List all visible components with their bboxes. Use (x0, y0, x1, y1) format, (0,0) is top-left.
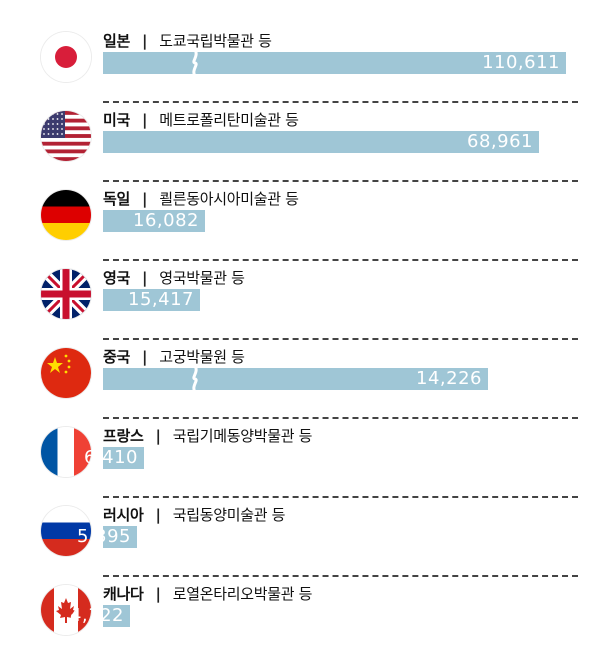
germany-flag-icon (41, 190, 91, 240)
museum-names: 쾰른동아시아미술관 등 (159, 190, 299, 208)
label-separator: | (142, 190, 148, 208)
museum-names: 로열온타리오박물관 등 (172, 585, 313, 603)
label-separator: | (142, 269, 148, 287)
bar-value-label: 16,082 (133, 210, 199, 231)
row-label: 프랑스 | 국립기메동양박물관 등 (103, 425, 312, 446)
bar-value-label: 4,322 (69, 605, 124, 626)
country-name: 캐나다 (103, 585, 144, 603)
bar-value-label: 15,417 (128, 289, 194, 310)
canada-flag-icon (41, 585, 91, 635)
axis-break-icon (191, 365, 199, 393)
museum-names: 도쿄국립박물관 등 (159, 32, 272, 50)
bar-value-label: 68,961 (467, 131, 533, 152)
row-divider (103, 338, 578, 340)
chart-row: 중국 | 고궁박물원 등 14,226 (0, 340, 608, 419)
label-separator: | (142, 111, 148, 129)
museum-names: 국립동양미술관 등 (172, 506, 286, 524)
bar-value-label: 14,226 (416, 368, 482, 389)
museum-names: 메트로폴리탄미술관 등 (159, 111, 299, 129)
country-name: 일본 (103, 32, 131, 50)
country-name: 미국 (103, 111, 131, 129)
museum-names: 국립기메동양박물관 등 (172, 427, 313, 445)
value-bar: 6,410 (84, 447, 144, 469)
chart-row: 미국 | 메트로폴리탄미술관 등 68,961 (0, 103, 608, 182)
horizontal-bar-chart: 일본 | 도쿄국립박물관 등 110,611 미국 | 메트로폴리탄미술관 등 68,961 독… (0, 24, 608, 635)
chart-row: 독일 | 쾰른동아시아미술관 등 16,082 (0, 182, 608, 261)
bar-value-label: 6,410 (83, 447, 138, 468)
label-separator: | (155, 427, 161, 445)
row-label: 영국 | 영국박물관 등 (103, 267, 245, 288)
row-label: 미국 | 메트로폴리탄미술관 등 (103, 109, 299, 130)
bar-value-label: 5,395 (76, 526, 131, 547)
china-flag-icon (41, 348, 91, 398)
value-bar: 68,961 (103, 131, 539, 153)
japan-flag-icon (41, 32, 91, 82)
row-divider (103, 259, 578, 261)
chart-row: 영국 | 영국박물관 등 15,417 (0, 261, 608, 340)
country-name: 영국 (103, 269, 131, 287)
chart-row: 프랑스 | 국립기메동양박물관 등 6,410 (0, 419, 608, 498)
row-label: 독일 | 쾰른동아시아미술관 등 (103, 188, 299, 209)
value-bar: 5,395 (77, 526, 137, 548)
chart-row: 일본 | 도쿄국립박물관 등 110,611 (0, 24, 608, 103)
row-divider (103, 496, 578, 498)
uk-flag-icon (41, 269, 91, 319)
row-divider (103, 417, 578, 419)
chart-row: 러시아 | 국립동양미술관 등 5,395 (0, 498, 608, 577)
label-separator: | (142, 32, 148, 50)
country-name: 중국 (103, 348, 131, 366)
row-label: 일본 | 도쿄국립박물관 등 (103, 30, 272, 51)
museum-names: 영국박물관 등 (159, 269, 245, 287)
country-name: 독일 (103, 190, 131, 208)
value-bar: 4,322 (70, 605, 130, 627)
usa-flag-icon (41, 111, 91, 161)
chart-row: 캐나다 | 로열온타리오박물관 등 4,322 (0, 577, 608, 656)
label-separator: | (142, 348, 148, 366)
row-label: 중국 | 고궁박물원 등 (103, 346, 245, 367)
label-separator: | (155, 585, 161, 603)
russia-flag-icon (41, 506, 91, 556)
value-bar: 14,226 (103, 365, 488, 393)
value-bar: 16,082 (103, 210, 205, 232)
value-bar: 110,611 (103, 49, 566, 77)
country-name: 러시아 (103, 506, 144, 524)
bar-value-label: 110,611 (482, 52, 560, 73)
row-divider (103, 101, 578, 103)
row-label: 캐나다 | 로열온타리오박물관 등 (103, 583, 312, 604)
value-bar: 15,417 (103, 289, 200, 311)
country-name: 프랑스 (103, 427, 144, 445)
row-divider (103, 180, 578, 182)
row-divider (103, 575, 578, 577)
axis-break-icon (191, 49, 199, 77)
museum-names: 고궁박물원 등 (159, 348, 245, 366)
france-flag-icon (41, 427, 91, 477)
row-label: 러시아 | 국립동양미술관 등 (103, 504, 285, 525)
label-separator: | (155, 506, 161, 524)
